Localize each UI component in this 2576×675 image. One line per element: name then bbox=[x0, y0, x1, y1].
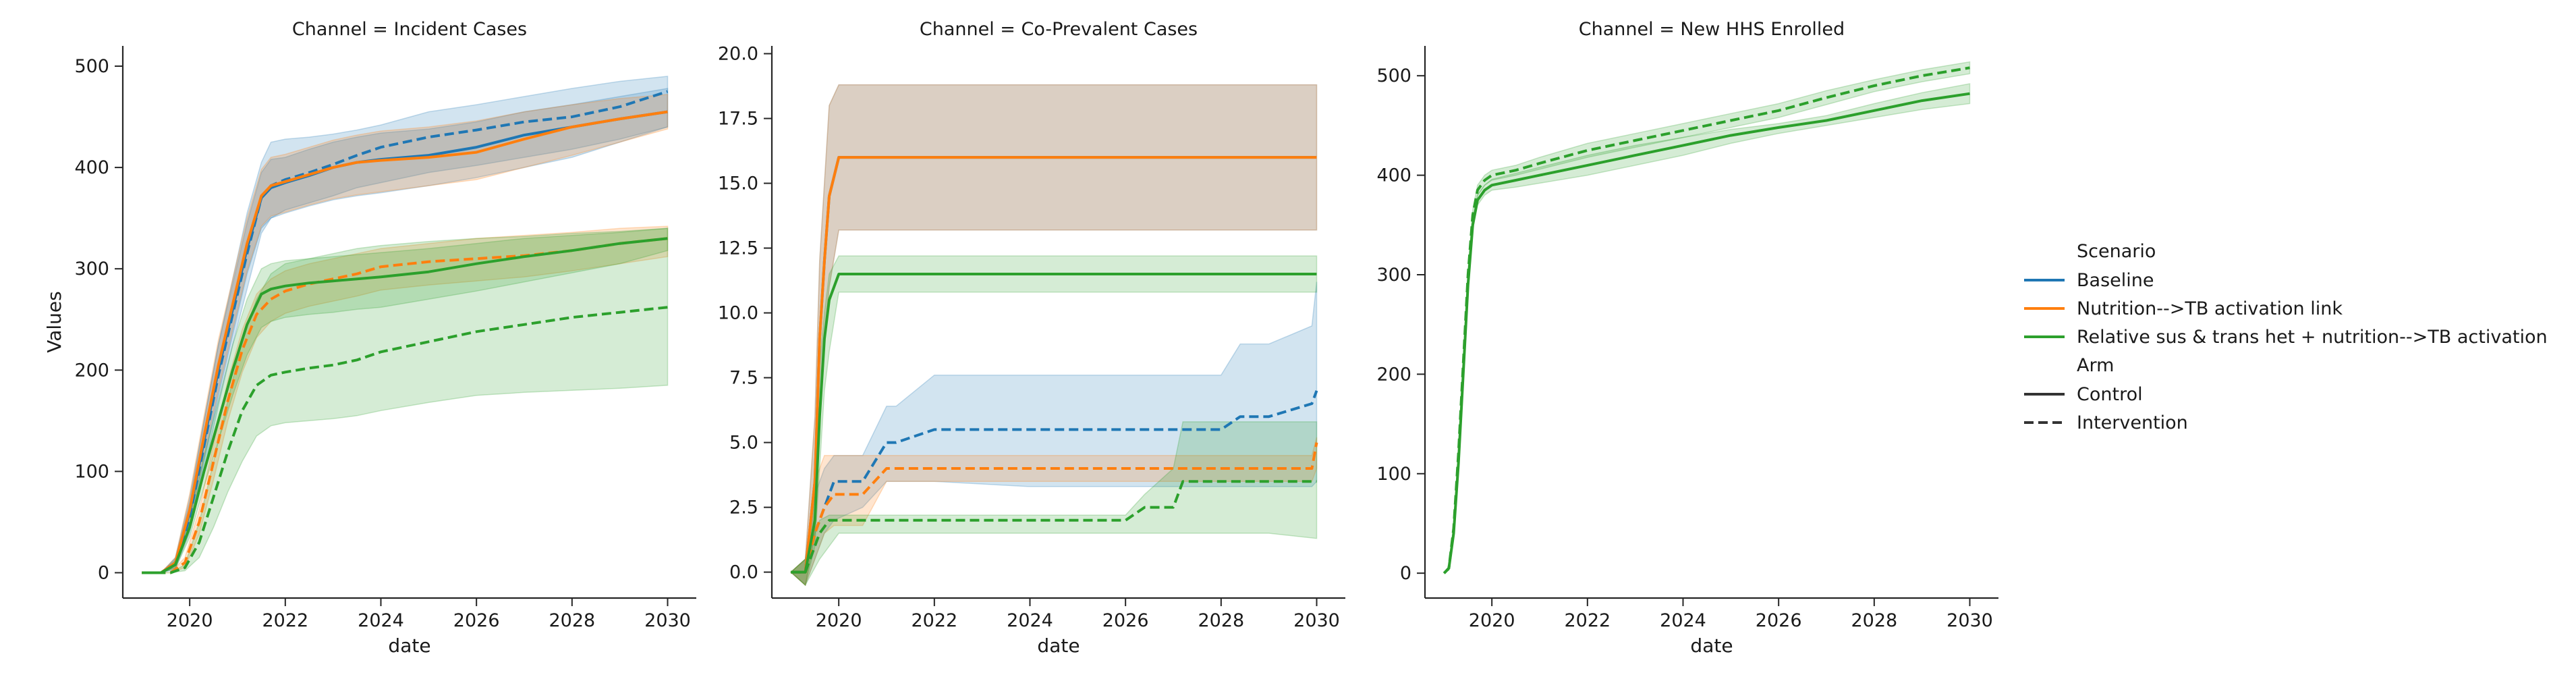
band-baseline-control bbox=[142, 88, 669, 574]
series-lines bbox=[1443, 66, 1970, 574]
y-tick-label: 100 bbox=[74, 461, 109, 482]
y-tick-label: 5.0 bbox=[729, 433, 758, 454]
panel-new-hhs-enrolled: Channel = New HHS Enrolled 2020 2022 2024 2… bbox=[1376, 19, 1998, 657]
y-ticks: 0 100 200 300 400 500 bbox=[74, 56, 123, 583]
y-tick-label: 300 bbox=[1376, 265, 1411, 286]
x-axis-label: date bbox=[388, 634, 430, 657]
y-tick-label: 100 bbox=[1376, 464, 1411, 485]
x-tick-label: 2020 bbox=[167, 610, 213, 631]
panel-title: Channel = New HHS Enrolled bbox=[1579, 19, 1845, 40]
y-tick-label: 2.5 bbox=[729, 497, 758, 518]
y-tick-label: 300 bbox=[74, 259, 109, 279]
line-relative-sus-trans-het-nutrition-tb-activation-intervention bbox=[1443, 66, 1970, 574]
x-ticks: 2020 2022 2024 2026 2028 2030 bbox=[167, 598, 691, 631]
line-relative-sus-trans-het-nutrition-tb-activation-intervention bbox=[142, 306, 668, 574]
line-nutrition-tb-activation-link-control bbox=[142, 110, 668, 574]
x-tick-label: 2030 bbox=[1947, 610, 1993, 631]
y-tick-label: 200 bbox=[74, 360, 109, 381]
y-tick-label: 0.0 bbox=[729, 562, 758, 583]
legend-title-scenario: Scenario bbox=[2077, 241, 2156, 262]
x-tick-label: 2028 bbox=[1851, 610, 1897, 631]
panel-co-prevalent-cases: Channel = Co-Prevalent Cases 2020 2022 202… bbox=[718, 19, 1345, 657]
line-baseline-intervention bbox=[791, 390, 1318, 574]
x-tick-label: 2028 bbox=[549, 610, 595, 631]
band-nutrition-tb-activation-link-intervention bbox=[790, 437, 1318, 587]
series-lines bbox=[791, 156, 1318, 574]
legend-label-nutrition: Nutrition-->TB activation link bbox=[2077, 298, 2343, 319]
x-axis-label: date bbox=[1037, 634, 1080, 657]
x-tick-label: 2022 bbox=[262, 610, 308, 631]
y-tick-label: 400 bbox=[74, 157, 109, 178]
x-tick-label: 2026 bbox=[1756, 610, 1802, 631]
y-tick-label: 7.5 bbox=[729, 368, 758, 389]
legend-label-relative-sus: Relative sus & trans het + nutrition-->T… bbox=[2077, 327, 2548, 348]
y-tick-label: 15.0 bbox=[718, 173, 758, 194]
x-tick-label: 2022 bbox=[911, 610, 957, 631]
band-relative-sus-trans-het-nutrition-tb-activation-control bbox=[1443, 83, 1971, 574]
confidence-bands bbox=[790, 84, 1318, 587]
line-relative-sus-trans-het-nutrition-tb-activation-control bbox=[142, 237, 668, 574]
x-tick-label: 2030 bbox=[644, 610, 691, 631]
y-tick-label: 10.0 bbox=[718, 303, 758, 324]
line-baseline-intervention bbox=[142, 90, 669, 574]
x-tick-label: 2020 bbox=[1469, 610, 1515, 631]
y-tick-label: 200 bbox=[1376, 364, 1411, 385]
y-axis-label: Values bbox=[43, 291, 65, 352]
legend-label-intervention: Intervention bbox=[2077, 412, 2188, 433]
y-tick-label: 500 bbox=[74, 56, 109, 77]
y-tick-label: 400 bbox=[1376, 165, 1411, 186]
y-tick-label: 12.5 bbox=[718, 238, 758, 259]
y-tick-label: 17.5 bbox=[718, 109, 758, 130]
legend-label-baseline: Baseline bbox=[2077, 270, 2154, 291]
y-tick-label: 500 bbox=[1376, 65, 1411, 86]
line-relative-sus-trans-het-nutrition-tb-activation-intervention bbox=[791, 480, 1317, 574]
band-nutrition-tb-activation-link-intervention bbox=[142, 225, 669, 574]
panel-title: Channel = Incident Cases bbox=[292, 19, 527, 40]
y-tick-label: 0 bbox=[98, 562, 109, 583]
legend: Scenario Baseline Nutrition-->TB activat… bbox=[2024, 241, 2548, 433]
x-tick-label: 2030 bbox=[1293, 610, 1340, 631]
panel-title: Channel = Co-Prevalent Cases bbox=[920, 19, 1198, 40]
x-axis-label: date bbox=[1690, 634, 1733, 657]
confidence-bands bbox=[1443, 61, 1971, 574]
series-lines bbox=[142, 90, 669, 574]
x-tick-label: 2024 bbox=[358, 610, 404, 631]
band-baseline-intervention bbox=[790, 281, 1318, 587]
y-ticks: 0.0 2.5 5.0 7.5 10.0 12.5 15.0 17.5 20.0 bbox=[718, 44, 772, 583]
x-tick-label: 2022 bbox=[1564, 610, 1611, 631]
x-tick-label: 2028 bbox=[1198, 610, 1244, 631]
y-ticks: 0 100 200 300 400 500 bbox=[1376, 65, 1425, 584]
x-tick-label: 2020 bbox=[816, 610, 862, 631]
x-tick-label: 2026 bbox=[1102, 610, 1149, 631]
line-relative-sus-trans-het-nutrition-tb-activation-control bbox=[791, 273, 1317, 574]
y-tick-label: 20.0 bbox=[718, 44, 758, 65]
x-tick-label: 2024 bbox=[1007, 610, 1053, 631]
x-ticks: 2020 2022 2024 2026 2028 2030 bbox=[816, 598, 1340, 631]
legend-label-control: Control bbox=[2077, 384, 2143, 405]
line-nutrition-tb-activation-link-control bbox=[791, 156, 1317, 574]
x-ticks: 2020 2022 2024 2026 2028 2030 bbox=[1469, 598, 1993, 631]
line-nutrition-tb-activation-link-intervention bbox=[791, 442, 1318, 574]
x-tick-label: 2024 bbox=[1660, 610, 1706, 631]
line-relative-sus-trans-het-nutrition-tb-activation-control bbox=[1443, 92, 1970, 574]
legend-title-arm: Arm bbox=[2077, 355, 2114, 376]
band-baseline-intervention bbox=[142, 76, 669, 574]
band-nutrition-tb-activation-link-control bbox=[142, 94, 669, 574]
y-tick-label: 0 bbox=[1400, 563, 1411, 584]
x-tick-label: 2026 bbox=[453, 610, 500, 631]
confidence-bands bbox=[142, 76, 669, 574]
line-nutrition-tb-activation-link-intervention bbox=[142, 237, 668, 574]
panel-incident-cases: Channel = Incident Cases 2020 2022 2024 202… bbox=[43, 19, 696, 657]
